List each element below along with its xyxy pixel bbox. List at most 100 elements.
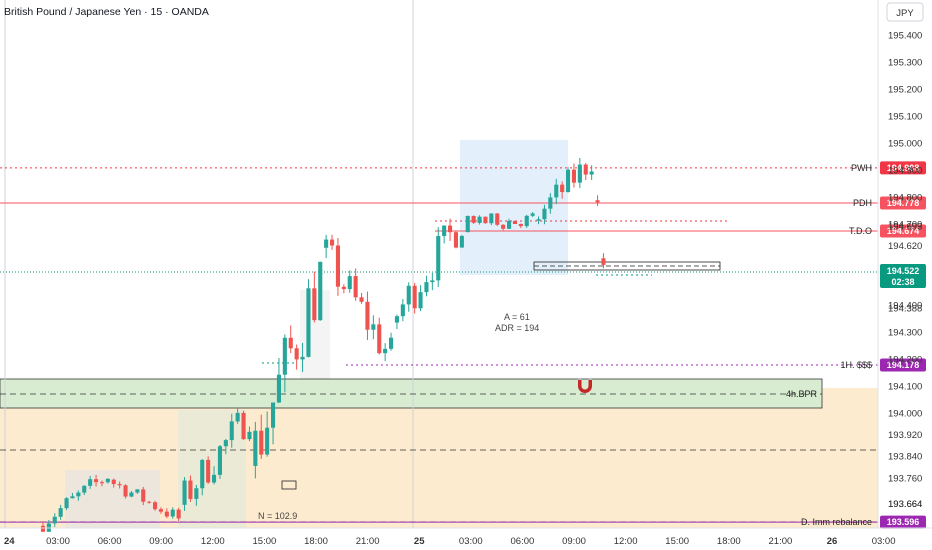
candle-body — [424, 282, 429, 293]
price-tick-label: 194.900 — [888, 166, 922, 177]
candle-body — [318, 261, 323, 321]
candle-body — [99, 482, 104, 484]
grey-box-left — [65, 470, 160, 528]
candle-body — [583, 164, 588, 175]
candle-body — [554, 184, 559, 198]
candle-body — [442, 225, 447, 237]
time-tick-label: 25 — [414, 536, 425, 547]
candle-body — [64, 498, 69, 509]
current-price-countdown: 02:38 — [891, 277, 914, 287]
level-label: 1H. $$$ — [840, 360, 872, 370]
level-price-tag — [880, 224, 926, 238]
candle-body — [530, 213, 535, 216]
candle-body — [383, 348, 388, 354]
price-tick-label: 194.000 — [888, 409, 922, 420]
candle-body — [306, 288, 311, 357]
time-tick-label: 09:00 — [149, 536, 173, 547]
candle-body — [365, 301, 370, 330]
candle-body — [117, 484, 122, 486]
candle-body — [235, 412, 240, 422]
level-price-value: 193.596 — [887, 517, 920, 527]
candle-body — [330, 239, 335, 246]
candle-body — [52, 516, 57, 524]
candle-body — [282, 337, 287, 375]
candle-body — [276, 374, 281, 403]
level-price-tag — [880, 358, 926, 372]
candle-body — [206, 459, 211, 483]
candle-body — [212, 474, 217, 483]
candle-body — [353, 276, 358, 298]
candle-body — [524, 215, 529, 227]
price-tick-label: 193.664 — [888, 499, 922, 510]
candle-body — [170, 509, 175, 517]
time-tick-label: 21:00 — [356, 536, 380, 547]
level-label: PWH — [851, 163, 872, 173]
time-tick-label: 18:00 — [717, 536, 741, 547]
candle-body — [400, 304, 405, 317]
candle-body — [288, 337, 293, 349]
time-tick-label: 18:00 — [304, 536, 328, 547]
level-price-value: 194.674 — [887, 226, 920, 236]
candle-body — [566, 169, 571, 193]
candle-body — [194, 488, 199, 499]
price-tick-label: 194.100 — [888, 382, 922, 393]
candle-body — [58, 508, 63, 517]
price-tick-label: 195.300 — [888, 58, 922, 69]
price-tick-label: 194.620 — [888, 241, 922, 252]
candle-body — [571, 169, 576, 183]
candle-body — [229, 421, 234, 441]
level-price-tag — [880, 161, 926, 175]
candle-body — [507, 220, 512, 229]
price-tick-label: 193.664 — [888, 499, 922, 510]
candle-body — [164, 511, 169, 517]
candle-body — [548, 197, 553, 209]
candle-body — [589, 171, 594, 175]
candle-body — [241, 412, 246, 440]
time-tick-label: 24 — [4, 536, 15, 547]
price-tick-label: 195.200 — [888, 85, 922, 96]
candle-body — [40, 525, 45, 532]
candle-body — [153, 502, 158, 510]
candle-body — [324, 239, 329, 248]
price-tick-label: 194.200 — [888, 355, 922, 366]
annotation-adr: ADR = 194 — [495, 323, 539, 333]
annotation-a: A = 61 — [504, 312, 530, 322]
candle-body — [70, 496, 75, 499]
level-price-value: 194.778 — [887, 198, 920, 208]
candle-body — [495, 213, 500, 225]
candle-body — [141, 489, 146, 502]
candle-body — [418, 292, 423, 309]
level-price-value: 194.178 — [887, 360, 920, 370]
candle-body — [341, 286, 346, 290]
candle-body — [111, 479, 116, 485]
chart-title: British Pound / Japanese Yen · 15 · OAND… — [4, 6, 209, 18]
candle-body — [82, 485, 87, 493]
candle-body — [595, 200, 600, 203]
levels-group: PWH 194.908 PDH 194.778 T.D.O 194.674 1H. $$$ 1… — [0, 161, 926, 529]
time-axis[interactable]: 24 03:00 06:00 09:00 12:00 15:00 18:00 21:00 25 0… — [4, 536, 895, 547]
candle-body — [406, 285, 411, 305]
candle-body — [359, 297, 364, 302]
candle-body — [465, 215, 470, 233]
candle-body — [217, 446, 222, 475]
green-box-left — [178, 410, 246, 528]
candle-body — [176, 509, 181, 519]
price-tick-label: 194.300 — [888, 328, 922, 339]
candle-body — [188, 480, 193, 499]
price-tick-label: 193.840 — [888, 452, 922, 463]
candle-body — [377, 324, 382, 354]
bpr-zone — [0, 378, 823, 409]
candle-body — [223, 440, 228, 447]
candle-body — [560, 184, 565, 193]
time-tick-label: 12:00 — [614, 536, 638, 547]
candle-body — [158, 509, 163, 512]
candle-body — [501, 224, 506, 229]
small-box — [281, 480, 297, 490]
time-tick-label: 12:00 — [201, 536, 225, 547]
time-tick-label: 03:00 — [46, 536, 70, 547]
candle-body — [76, 492, 81, 497]
candle-body — [518, 223, 523, 227]
price-tick-label: 194.693 — [888, 221, 922, 232]
currency-button[interactable] — [886, 2, 924, 22]
